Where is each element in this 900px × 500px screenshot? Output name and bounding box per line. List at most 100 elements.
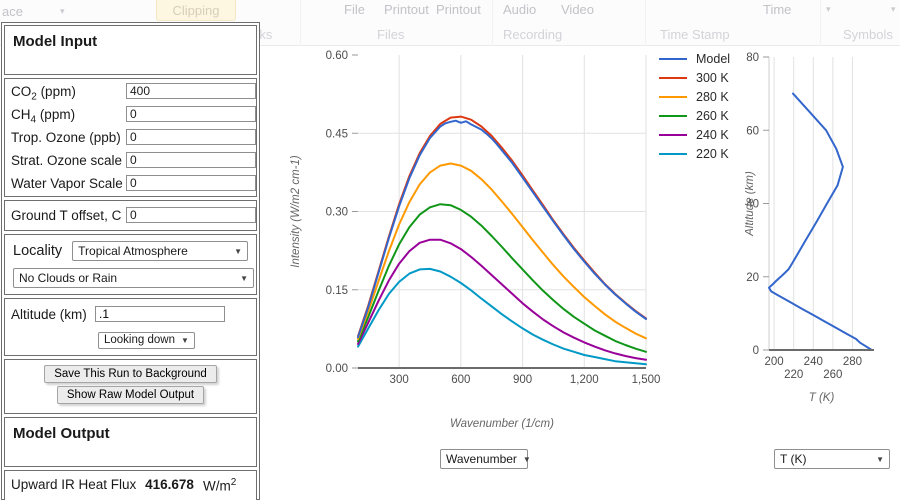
raw-output-button[interactable]: Show Raw Model Output <box>56 385 205 404</box>
svg-text:Model: Model <box>696 52 730 66</box>
svg-text:1,200: 1,200 <box>570 374 599 386</box>
ground-t-row: Ground T offset, C <box>11 207 256 224</box>
chevron-down-icon: ▼ <box>240 273 248 283</box>
ch4-row: CH4 (ppm) <box>11 106 256 126</box>
altitude-row: Altitude (km) <box>11 306 250 324</box>
chevron-down-icon: ▼ <box>234 246 242 256</box>
svg-text:300 K: 300 K <box>696 71 729 85</box>
heat-flux-label: Upward IR Heat Flux <box>11 476 137 492</box>
ribbon-separator <box>820 0 821 46</box>
svg-text:280 K: 280 K <box>696 90 729 104</box>
ribbon-separator <box>492 0 493 46</box>
clouds-select[interactable]: No Clouds or Rain ▼ <box>13 268 254 288</box>
svg-text:260 K: 260 K <box>696 109 729 123</box>
svg-text:Wavenumber (1/cm): Wavenumber (1/cm) <box>450 418 554 430</box>
svg-text:0.00: 0.00 <box>326 363 348 375</box>
ribbon-item-printout-1[interactable]: Printout <box>384 2 429 17</box>
locality-select[interactable]: Tropical Atmosphere ▼ <box>72 241 248 261</box>
ground-temp-value: 299.7 <box>144 499 178 500</box>
ribbon-separator <box>300 0 301 46</box>
ch4-label: CH4 (ppm) <box>11 107 76 126</box>
save-run-button[interactable]: Save This Run to Background <box>44 364 217 383</box>
water-vapor-label: Water Vapor Scale <box>11 176 123 191</box>
trop-ozone-input[interactable] <box>126 129 256 145</box>
spectrum-chart: 300 600 900 1,200 1,500 0.00 0.15 0.30 0.45 0.60 W… <box>290 50 730 430</box>
strat-ozone-label: Strat. Ozone scale <box>11 153 123 168</box>
svg-text:Intensity (W/m2 cm-1): Intensity (W/m2 cm-1) <box>290 155 302 268</box>
model-input-panel: Model Input CO2 (ppm) CH4 (ppm) Trop. Oz… <box>1 22 260 500</box>
altitude-label: Altitude (km) <box>11 307 87 322</box>
model-input-header: Model Input <box>4 25 257 75</box>
co2-input[interactable] <box>126 83 256 99</box>
ground-t-label: Ground T offset, C <box>11 208 122 223</box>
co2-row: CO2 (ppm) <box>11 83 256 103</box>
svg-text:240 K: 240 K <box>696 128 729 142</box>
svg-text:900: 900 <box>513 374 532 386</box>
svg-text:1,500: 1,500 <box>632 374 661 386</box>
svg-text:40: 40 <box>746 199 759 211</box>
ribbon-item-time[interactable]: Time <box>763 2 792 17</box>
ground-t-input[interactable] <box>126 207 256 223</box>
svg-text:300: 300 <box>390 374 409 386</box>
heat-flux-unit: W/m2 <box>203 476 237 494</box>
co2-label: CO2 (ppm) <box>11 84 76 103</box>
ch4-input[interactable] <box>126 106 256 122</box>
svg-text:600: 600 <box>451 374 470 386</box>
heat-flux-row: Upward IR Heat Flux 416.678 W/m2 <box>11 477 250 499</box>
profile-variable-select[interactable]: T (K) ▼ <box>774 449 890 469</box>
svg-text:T (K): T (K) <box>809 392 835 404</box>
ribbon-group-files: Files <box>377 27 405 42</box>
svg-text:0.45: 0.45 <box>326 128 348 140</box>
svg-text:0.30: 0.30 <box>326 207 348 219</box>
strat-ozone-row: Strat. Ozone scale <box>11 152 256 169</box>
chevron-down-icon[interactable]: ▾ <box>60 6 65 16</box>
chevron-down-icon: ▼ <box>522 454 531 464</box>
svg-text:240: 240 <box>804 356 823 368</box>
altitude-input[interactable] <box>95 306 225 322</box>
ribbon-item-printout-2[interactable]: Printout <box>436 2 481 17</box>
trop-ozone-label: Trop. Ozone (ppb) <box>11 130 121 145</box>
ribbon-group-symbols: Symbols <box>843 27 893 42</box>
svg-text:0.60: 0.60 <box>326 50 348 62</box>
chevron-down-icon[interactable]: ▾ <box>826 4 831 14</box>
svg-text:Altitude (km): Altitude (km) <box>745 171 756 237</box>
ribbon-item-ace[interactable]: ace <box>2 4 23 19</box>
strat-ozone-input[interactable] <box>126 152 256 168</box>
ground-temp-row: Ground Temperature 299.7 K <box>11 499 250 500</box>
ribbon-group-recording: Recording <box>503 27 563 42</box>
svg-text:20: 20 <box>746 272 759 284</box>
trop-ozone-row: Trop. Ozone (ppb) <box>11 129 256 146</box>
model-output-header: Model Output <box>4 416 257 467</box>
water-vapor-row: Water Vapor Scale <box>11 175 256 192</box>
ground-temp-label: Ground Temperature <box>11 499 135 500</box>
gas-inputs-section: CO2 (ppm) CH4 (ppm) Trop. Ozone (ppb) St… <box>4 78 257 197</box>
svg-text:60: 60 <box>746 125 759 137</box>
chevron-down-icon: ▼ <box>876 454 884 464</box>
chevron-down-icon[interactable]: ▾ <box>891 4 896 14</box>
ribbon-item-video[interactable]: Video <box>561 2 595 17</box>
ribbon-item-file[interactable]: File <box>344 2 365 17</box>
svg-text:80: 80 <box>746 52 759 64</box>
ribbon-separator <box>645 0 646 46</box>
x-axis-units-select[interactable]: Wavenumber ▼ <box>440 449 531 469</box>
direction-select[interactable]: Looking down ▼ <box>98 331 195 349</box>
water-vapor-input[interactable] <box>126 175 256 191</box>
ribbon-group-time-stamp: Time Stamp <box>660 27 730 42</box>
locality-label: Locality <box>13 243 63 259</box>
svg-text:260: 260 <box>823 369 842 381</box>
ribbon-item-audio[interactable]: Audio <box>503 2 537 17</box>
svg-text:220: 220 <box>784 369 803 381</box>
svg-text:0.15: 0.15 <box>326 285 348 297</box>
chevron-down-icon: ▼ <box>180 335 189 345</box>
locality-section: Locality Tropical Atmosphere ▼ No Clouds… <box>4 234 257 295</box>
clipping-button[interactable]: Clipping <box>156 0 236 21</box>
svg-text:220 K: 220 K <box>696 147 729 161</box>
model-output-title: Model Output <box>13 424 110 442</box>
svg-text:200: 200 <box>764 356 783 368</box>
ground-t-section: Ground T offset, C <box>4 200 257 231</box>
heat-flux-value: 416.678 <box>145 476 194 492</box>
altitude-section: Altitude (km) Looking down ▼ <box>4 298 257 356</box>
buttons-section: Save This Run to Background Show Raw Mod… <box>4 358 257 414</box>
svg-text:280: 280 <box>843 356 862 368</box>
